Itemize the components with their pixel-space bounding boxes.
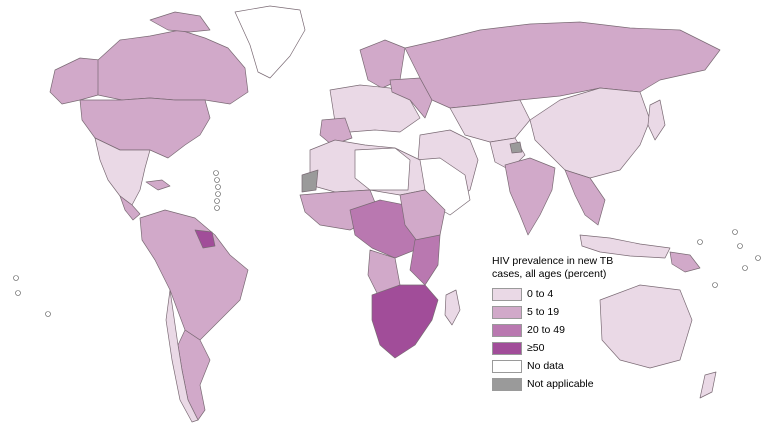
region-japan (647, 99, 666, 141)
legend-label: ≥50 (527, 342, 545, 354)
legend-label: 0 to 4 (527, 288, 554, 300)
region-arctic-islands (149, 11, 211, 33)
legend-title: HIV prevalence in new TB cases, all ages… (492, 255, 614, 280)
legend-row: 20 to 49 (492, 322, 632, 338)
legend-swatch (492, 377, 522, 391)
legend-row: ≥50 (492, 340, 632, 356)
legend-row: Not applicable (492, 376, 632, 392)
legend-label: 5 to 19 (527, 306, 560, 318)
region-southern-africa (371, 284, 439, 359)
legend-label: 20 to 49 (527, 324, 565, 336)
legend-rows: 0 to 4 5 to 19 20 to 49 ≥50 No data Not … (492, 286, 632, 392)
region-southeast-asia (564, 169, 606, 226)
region-western-sahara (301, 169, 319, 193)
legend-swatch (492, 323, 522, 337)
region-kashmir (509, 141, 523, 154)
region-australia (599, 284, 693, 369)
legend-label: No data (527, 360, 564, 372)
legend-swatch (492, 341, 522, 355)
legend-label: Not applicable (527, 378, 594, 390)
region-east-africa-south (409, 234, 441, 286)
region-south-america-north (139, 209, 249, 341)
region-canada (97, 29, 249, 105)
region-caribbean (145, 179, 171, 191)
region-madagascar (444, 289, 461, 326)
legend-swatch (492, 287, 522, 301)
legend-swatch (492, 305, 522, 319)
region-china (529, 87, 651, 179)
region-papua (669, 251, 701, 273)
region-central-america (119, 195, 141, 221)
small-islands (13, 170, 761, 317)
region-new-zealand (699, 371, 717, 399)
legend-row: 0 to 4 (492, 286, 632, 302)
map-legend: HIV prevalence in new TB cases, all ages… (492, 255, 632, 394)
region-central-asia (449, 99, 531, 143)
region-alaska (49, 57, 101, 105)
region-india (504, 157, 556, 236)
legend-row: No data (492, 358, 632, 374)
region-sahara-west (354, 147, 411, 191)
legend-row: 5 to 19 (492, 304, 632, 320)
region-mexico-central (94, 137, 151, 206)
region-guyana (194, 229, 216, 249)
region-greenland (234, 5, 306, 79)
region-chile (165, 289, 199, 423)
region-indonesia (579, 234, 671, 259)
legend-swatch (492, 359, 522, 373)
region-russia (404, 21, 721, 109)
